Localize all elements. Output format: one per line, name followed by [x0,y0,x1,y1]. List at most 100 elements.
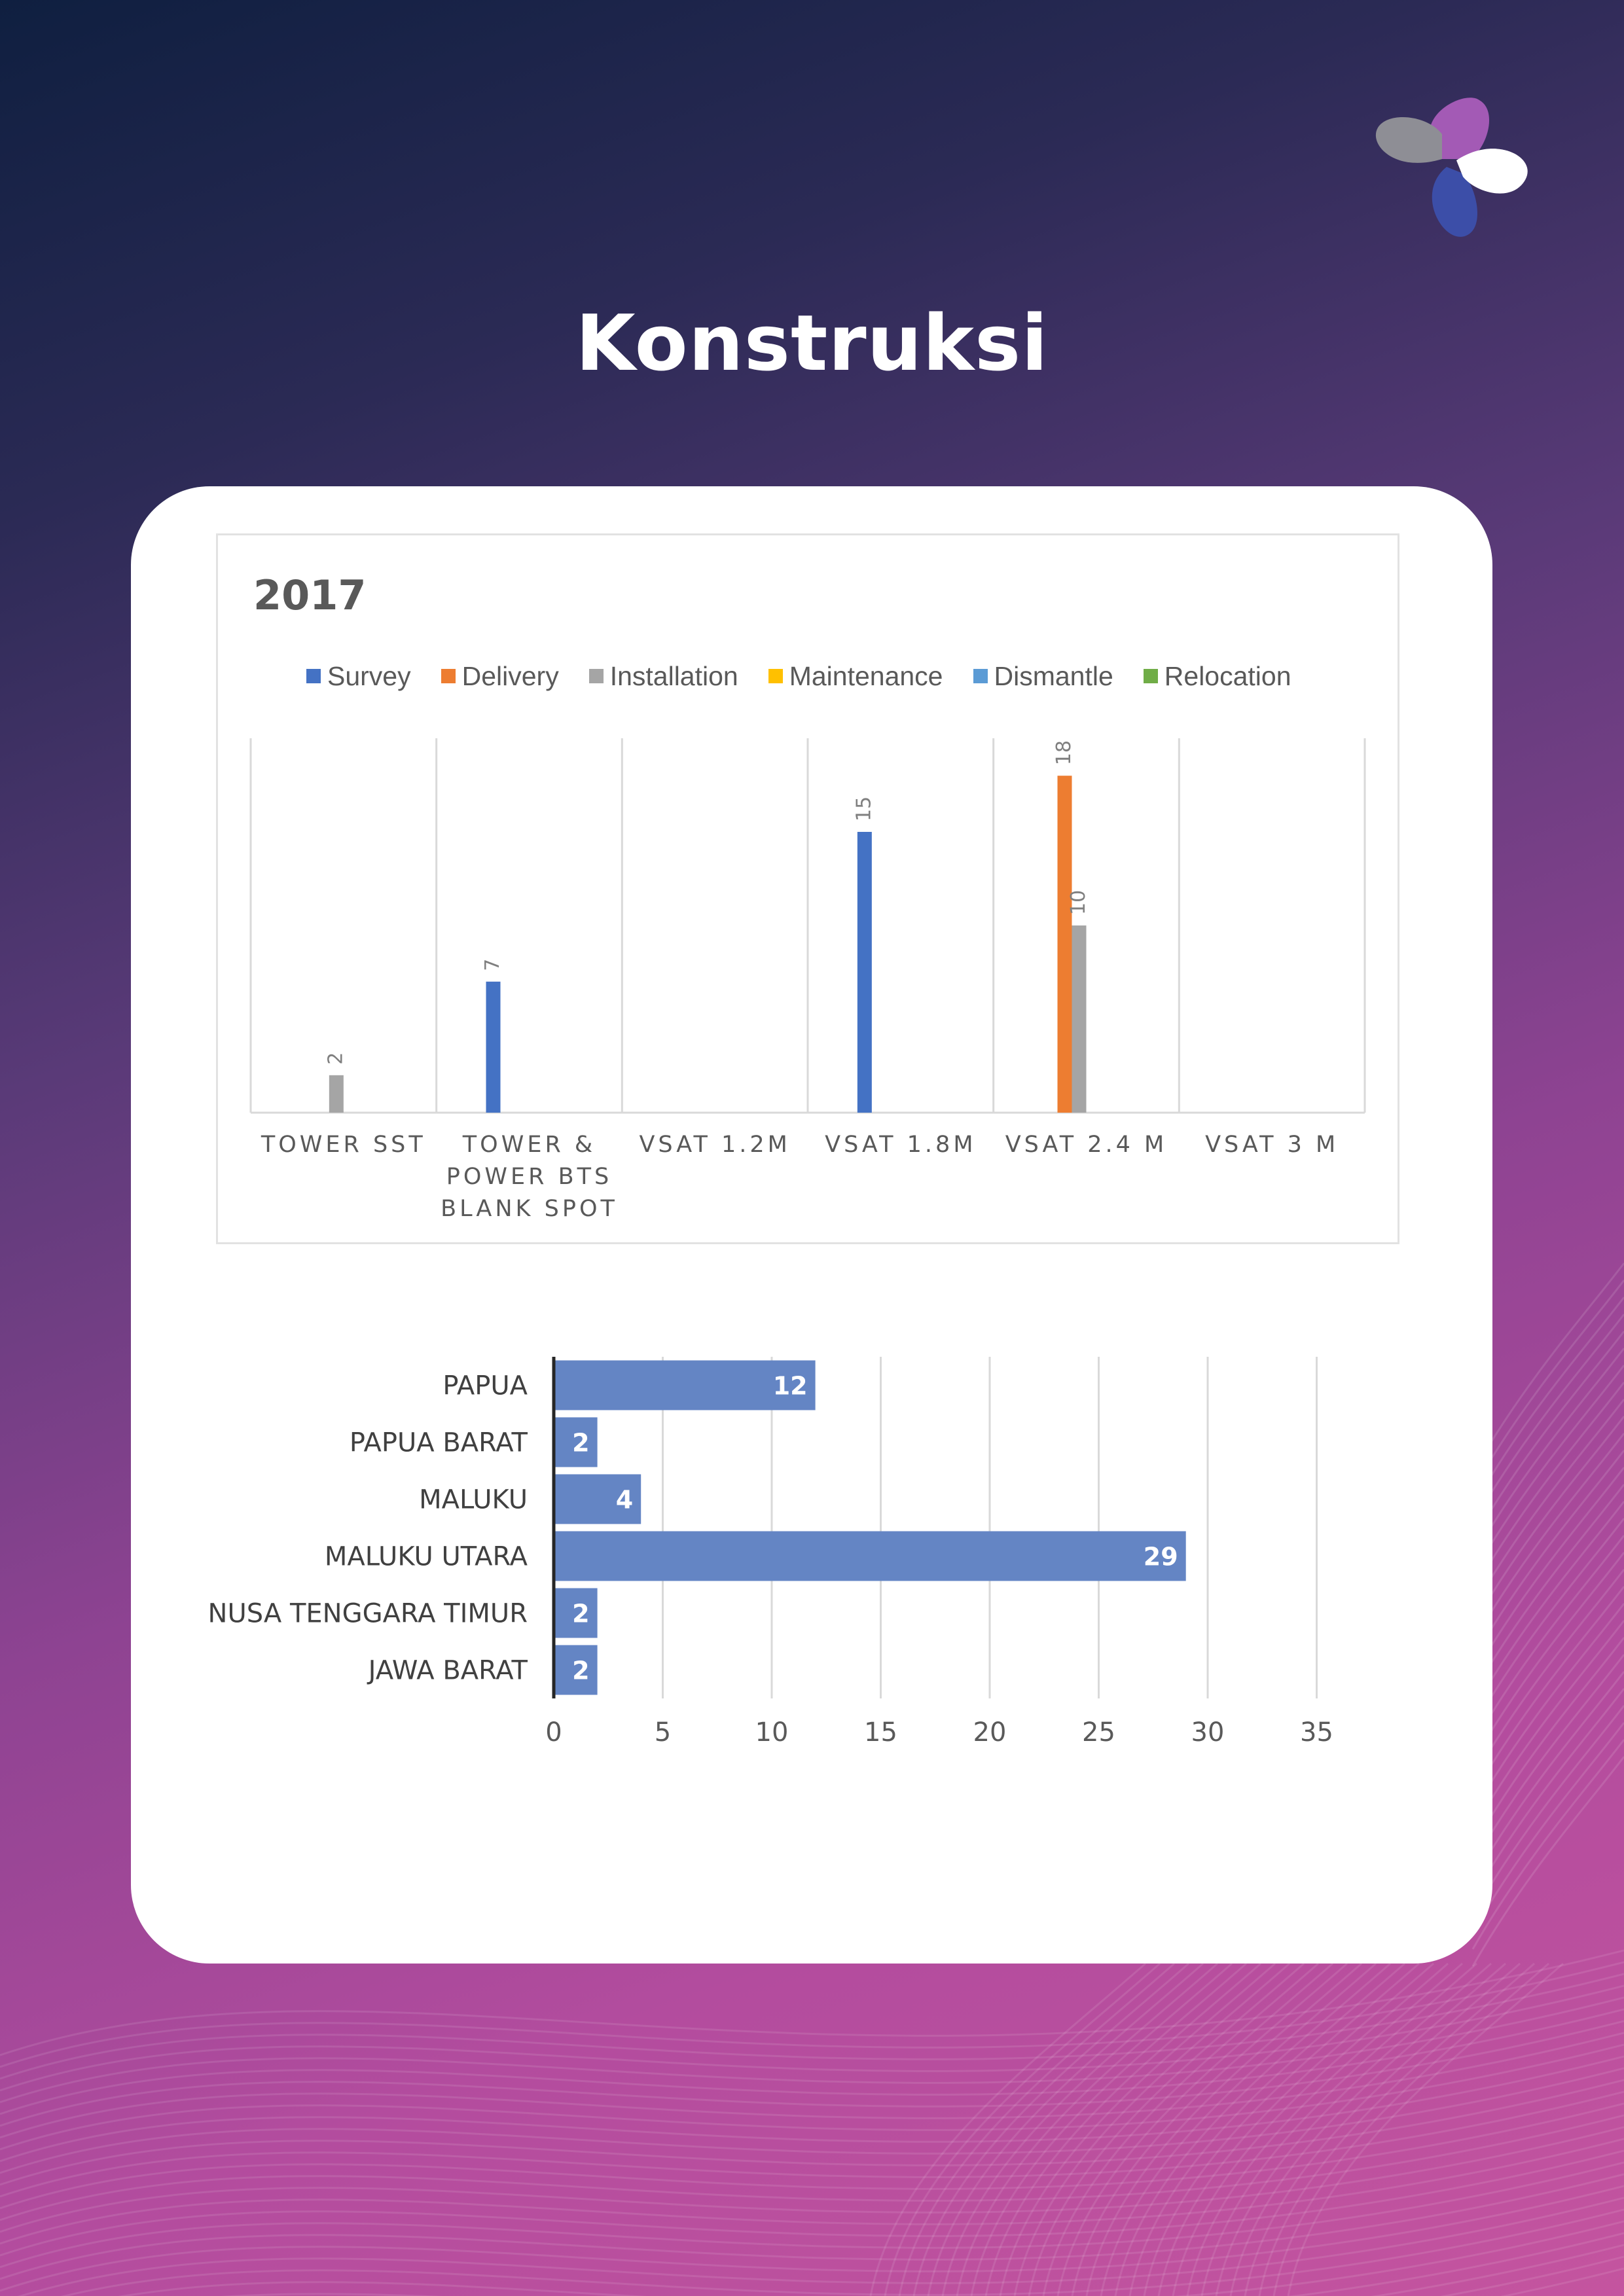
data-label: 7 [481,959,504,971]
wave-line [1258,1962,1535,2296]
wave-line [1229,1962,1506,2296]
y-category-label: MALUKU UTARA [325,1542,528,1572]
legend-swatch-relocation [1143,669,1158,683]
wave-line [1128,1962,1405,2296]
data-label: 15 [852,797,875,821]
wave-line [1085,1962,1362,2296]
wave-line [898,1962,1175,2296]
wave-line [1471,1365,1624,1575]
data-label: 4 [616,1486,633,1515]
bar-survey-1 [486,981,501,1113]
wave-line [0,1996,1624,2104]
y-category-label: NUSA TENGGARA TIMUR [208,1599,528,1629]
wave-line [912,1962,1189,2296]
wave-line [1114,1962,1391,2296]
wave-line [1471,1280,1624,1490]
bar-survey-3 [857,832,872,1113]
y-category-label: MALUKU [419,1485,528,1515]
wave-line [0,1949,1624,2056]
wave-line [1471,1433,1624,1643]
wave-line [1471,1637,1624,1848]
legend-label-maintenance: Maintenance [789,660,943,691]
wave-line [0,2185,1624,2292]
wave-line [1013,1962,1290,2296]
wave-line [1244,1962,1521,2296]
wave-line [941,1962,1218,2296]
region-bar [554,1531,1186,1581]
category-label: TOWER SST [261,1132,426,1158]
page-title: Konstruksi [575,298,1049,388]
wave-line [1471,1399,1624,1609]
category-label: VSAT 1.8M [825,1132,976,1158]
wave-line [1471,1263,1624,1473]
wave-line [0,2126,1624,2233]
wave-line [1471,1739,1624,1950]
category-label: TOWER & [462,1132,596,1158]
wave-line [1471,1450,1624,1660]
wave-line [1100,1962,1377,2296]
wave-line [221,2232,1624,2296]
bar-installation-0 [329,1075,344,1113]
wave-line [1471,1671,1624,1882]
wave-line [0,2079,1624,2186]
x-tick-label: 30 [1191,1717,1225,1748]
wave-line [1471,1297,1624,1507]
wave-line [0,2138,1624,2245]
chart-2017-plot: 2 TOWER SST 7 TOWER & POWER BTS BLANK SPOT VSA… [249,738,1366,1222]
wave-line [927,1962,1204,2296]
legend-item-relocation: Relocation [1143,661,1291,692]
wave-line [1172,1962,1449,2296]
wave-line [1471,1705,1624,1916]
wave-line [0,2067,1624,2174]
region-bar [554,1588,598,1638]
wave-line [1471,1484,1624,1695]
wave-line [956,1962,1233,2296]
data-label: 2 [572,1429,589,1458]
wave-line [0,2032,1624,2139]
wave-line [0,2008,1624,2115]
region-bar [554,1474,641,1524]
wave-line [0,2043,1624,2151]
wave-line [1471,1722,1624,1933]
wave-line [1143,1962,1420,2296]
legend-swatch-dismantle [973,669,988,683]
wave-line [1471,1314,1624,1524]
y-category-label: PAPUA BARAT [350,1428,528,1458]
region-bar [554,1360,816,1410]
wave-line [0,2114,1624,2221]
legend-item-survey: Survey [306,661,411,692]
region-bar [554,1645,598,1695]
wave-line [1287,1962,1564,2296]
data-label: 2 [572,1657,589,1685]
wave-line [17,2197,1624,2296]
wave-line [1471,1382,1624,1592]
wave-line [0,2149,1624,2257]
wave-line [1056,1962,1333,2296]
wave-line [0,2173,1624,2280]
legend-label-installation: Installation [609,660,738,691]
wave-line [0,2161,1624,2269]
legend-swatch-maintenance [768,669,783,683]
wave-line [1471,1331,1624,1541]
chart-legend: Survey Delivery Installation Maintenance… [306,656,1291,696]
wave-line [1471,1586,1624,1797]
chart-title: 2017 [253,571,367,619]
chart-2017-panel: 2017 Survey Delivery Installation Mainte… [216,533,1399,1244]
data-label: 18 [1053,740,1075,765]
wave-line [1471,1756,1624,1967]
company-logo-icon [1375,98,1528,237]
wave-line [1471,1348,1624,1558]
wave-line [118,2220,1624,2296]
legend-item-maintenance: Maintenance [768,661,943,692]
wave-line [1200,1962,1477,2296]
legend-swatch-survey [306,669,321,683]
bar-installation-4 [1072,925,1087,1113]
legend-item-installation: Installation [588,660,738,692]
category-label: BLANK SPOT [441,1196,618,1222]
data-label: 10 [1067,890,1090,915]
wave-line [999,1962,1276,2296]
wave-line [1042,1962,1319,2296]
data-label: 2 [324,1052,347,1065]
wave-line [1272,1962,1549,2296]
wave-line [884,1962,1161,2296]
